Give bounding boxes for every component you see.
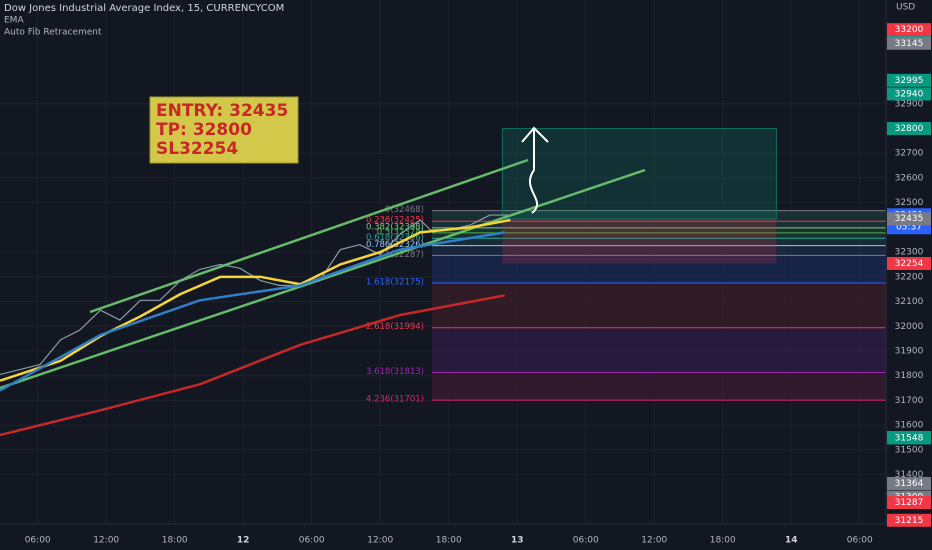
fib-label: 1.618(32175) bbox=[366, 278, 424, 288]
y-tick-label: 31700 bbox=[895, 396, 924, 406]
fib-retracement: 0(32468)0.236(32425)0.382(32398)0.5(3237… bbox=[366, 205, 886, 405]
price-badge-label: 31548 bbox=[895, 433, 924, 443]
x-tick-label: 12:00 bbox=[641, 536, 667, 546]
price-badge bbox=[887, 122, 931, 136]
x-tick-label: 18:00 bbox=[162, 536, 188, 546]
fib-zone bbox=[432, 283, 886, 328]
legend-ema: EMA bbox=[4, 16, 24, 26]
fib-zone bbox=[432, 238, 886, 246]
fib-zone bbox=[432, 221, 886, 228]
legend-fib: Auto Fib Retracement bbox=[4, 28, 102, 38]
x-tick-label: 13 bbox=[511, 536, 524, 546]
x-tick-label: 06:00 bbox=[573, 536, 599, 546]
countdown: 05:37 bbox=[896, 222, 922, 232]
fib-label: 0.618(32356) bbox=[366, 233, 424, 243]
price-badge bbox=[887, 513, 931, 527]
x-tick-label: 12:00 bbox=[93, 536, 119, 546]
price-badge bbox=[887, 495, 931, 509]
y-tick-label: 32500 bbox=[895, 198, 924, 208]
price-badge bbox=[887, 256, 931, 270]
y-tick-label: 31800 bbox=[895, 371, 924, 381]
price-badge-label: 32940 bbox=[895, 89, 924, 99]
price-badge-label: 33145 bbox=[895, 39, 924, 49]
fib-zone bbox=[432, 232, 886, 239]
price-badge bbox=[887, 36, 931, 50]
price-badge bbox=[887, 212, 931, 226]
x-tick-label: 18:00 bbox=[436, 536, 462, 546]
price-badge bbox=[887, 431, 931, 445]
price-badge-label: 32995 bbox=[895, 76, 924, 86]
x-tick-label: 18:00 bbox=[710, 536, 736, 546]
y-tick-label: 32900 bbox=[895, 99, 924, 109]
y-tick-label: 32200 bbox=[895, 272, 924, 282]
axis-unit: USD bbox=[896, 3, 915, 13]
fib-zone bbox=[432, 372, 886, 401]
series-line bbox=[0, 214, 511, 376]
fib-zone bbox=[432, 327, 886, 373]
price-badge-label: 32254 bbox=[895, 259, 924, 269]
price-badge-label: 31215 bbox=[895, 516, 924, 526]
fib-label: 0(32468) bbox=[385, 205, 424, 215]
fib-label: 4.236(31701) bbox=[366, 395, 424, 405]
x-tick-label: 06:00 bbox=[25, 536, 51, 546]
price-badge bbox=[887, 87, 931, 101]
axis-labels: 31400 31500 31600 31700 31800 31900 32000 32100… bbox=[25, 23, 931, 546]
price-badge-label: 33200 bbox=[895, 25, 924, 35]
y-tick-label: 32000 bbox=[895, 322, 924, 332]
y-tick-label: 31400 bbox=[895, 470, 924, 480]
price-badge-label: 31364 bbox=[895, 479, 924, 489]
fib-label: 1(32287) bbox=[385, 250, 424, 260]
price-badge-label: 32800 bbox=[895, 124, 924, 134]
y-tick-label: 32300 bbox=[895, 248, 924, 258]
arrow-drawing bbox=[521, 126, 549, 214]
price-badge bbox=[887, 476, 931, 490]
fib-zone bbox=[432, 227, 886, 233]
x-tick-label: 14 bbox=[785, 536, 798, 546]
x-tick-label: 12 bbox=[237, 536, 250, 546]
series bbox=[0, 214, 511, 437]
price-badge bbox=[887, 73, 931, 87]
fib-zone bbox=[432, 210, 886, 222]
series-line bbox=[0, 231, 505, 392]
price-badge bbox=[887, 23, 931, 37]
x-tick-label: 12:00 bbox=[367, 536, 393, 546]
fib-label: 0.5(32378) bbox=[377, 227, 424, 237]
annotation-box bbox=[149, 96, 299, 164]
y-tick-label: 31500 bbox=[895, 445, 924, 455]
price-badge-label: 31287 bbox=[895, 498, 924, 508]
y-tick-label: 32100 bbox=[895, 297, 924, 307]
annotation-tp: TP: 32800 bbox=[156, 120, 252, 140]
series-line bbox=[0, 294, 505, 437]
chart-title: Dow Jones Industrial Average Index, 15, … bbox=[4, 3, 284, 14]
y-tick-label: 32600 bbox=[895, 173, 924, 183]
channel-upper bbox=[89, 158, 529, 314]
fib-zone bbox=[432, 245, 886, 256]
price-badge-label: 32435 bbox=[895, 214, 924, 224]
x-tick-label: 06:00 bbox=[847, 536, 873, 546]
fib-label: 3.618(31813) bbox=[366, 367, 424, 377]
fib-label: 0.382(32398) bbox=[366, 222, 424, 232]
fib-label: 2.618(31994) bbox=[366, 322, 424, 332]
stop-zone bbox=[502, 218, 777, 264]
annotation-entry: ENTRY: 32435 bbox=[156, 101, 288, 121]
y-tick-label: 31900 bbox=[895, 346, 924, 356]
x-tick-label: 06:00 bbox=[299, 536, 325, 546]
y-tick-label: 31600 bbox=[895, 421, 924, 431]
annotation-sl: SL32254 bbox=[156, 139, 238, 159]
fib-label: 0.236(32425) bbox=[366, 216, 424, 226]
y-tick-label: 32700 bbox=[895, 149, 924, 159]
position-tool bbox=[501, 128, 777, 264]
fib-zone bbox=[432, 255, 886, 284]
